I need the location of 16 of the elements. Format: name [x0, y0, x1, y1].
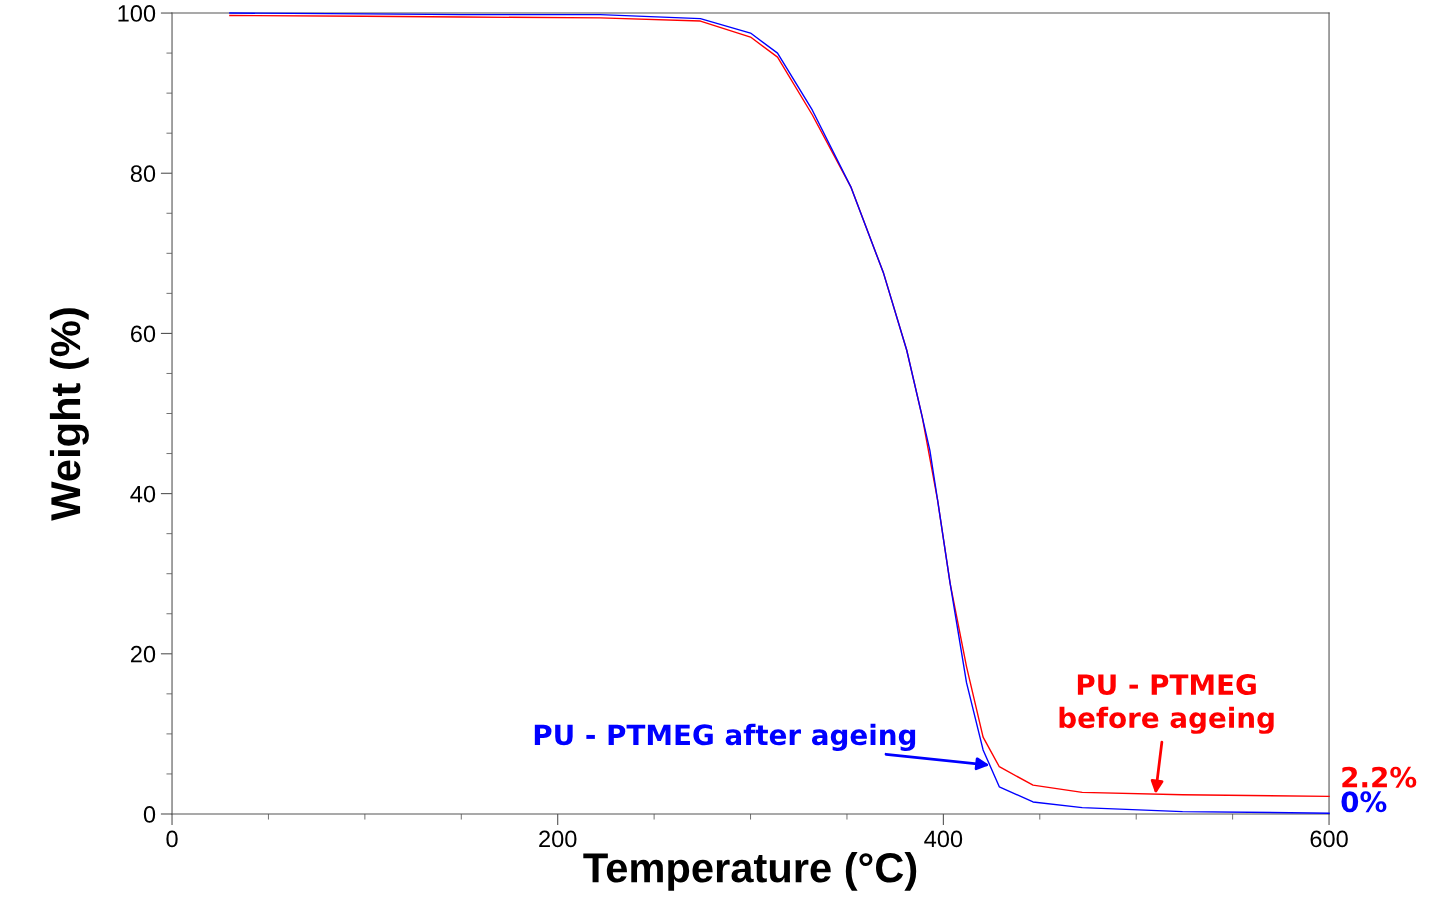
y-tick-label: 20 [130, 645, 156, 663]
x-tick-label: 600 [1310, 830, 1348, 848]
y-axis-title: Weight (%) [49, 308, 89, 521]
annotation: 0% [1341, 791, 1387, 813]
x-axis-title: Temperature (°C) [583, 851, 917, 891]
annotation: PU - PTMEG after ageing [534, 723, 916, 751]
y-tick-label: 100 [118, 5, 156, 22]
y-tick-label: 80 [130, 165, 156, 183]
x-tick-label: 400 [924, 830, 963, 848]
x-tick-label: 200 [539, 830, 577, 848]
y-tick-label: 0 [143, 806, 156, 823]
x-tick-label: 0 [166, 830, 178, 848]
annotation: PU - PTMEG before ageing [1059, 674, 1274, 734]
y-tick-label: 40 [130, 485, 156, 503]
annotation: 2.2% [1342, 766, 1417, 788]
y-tick-label: 60 [131, 325, 156, 343]
